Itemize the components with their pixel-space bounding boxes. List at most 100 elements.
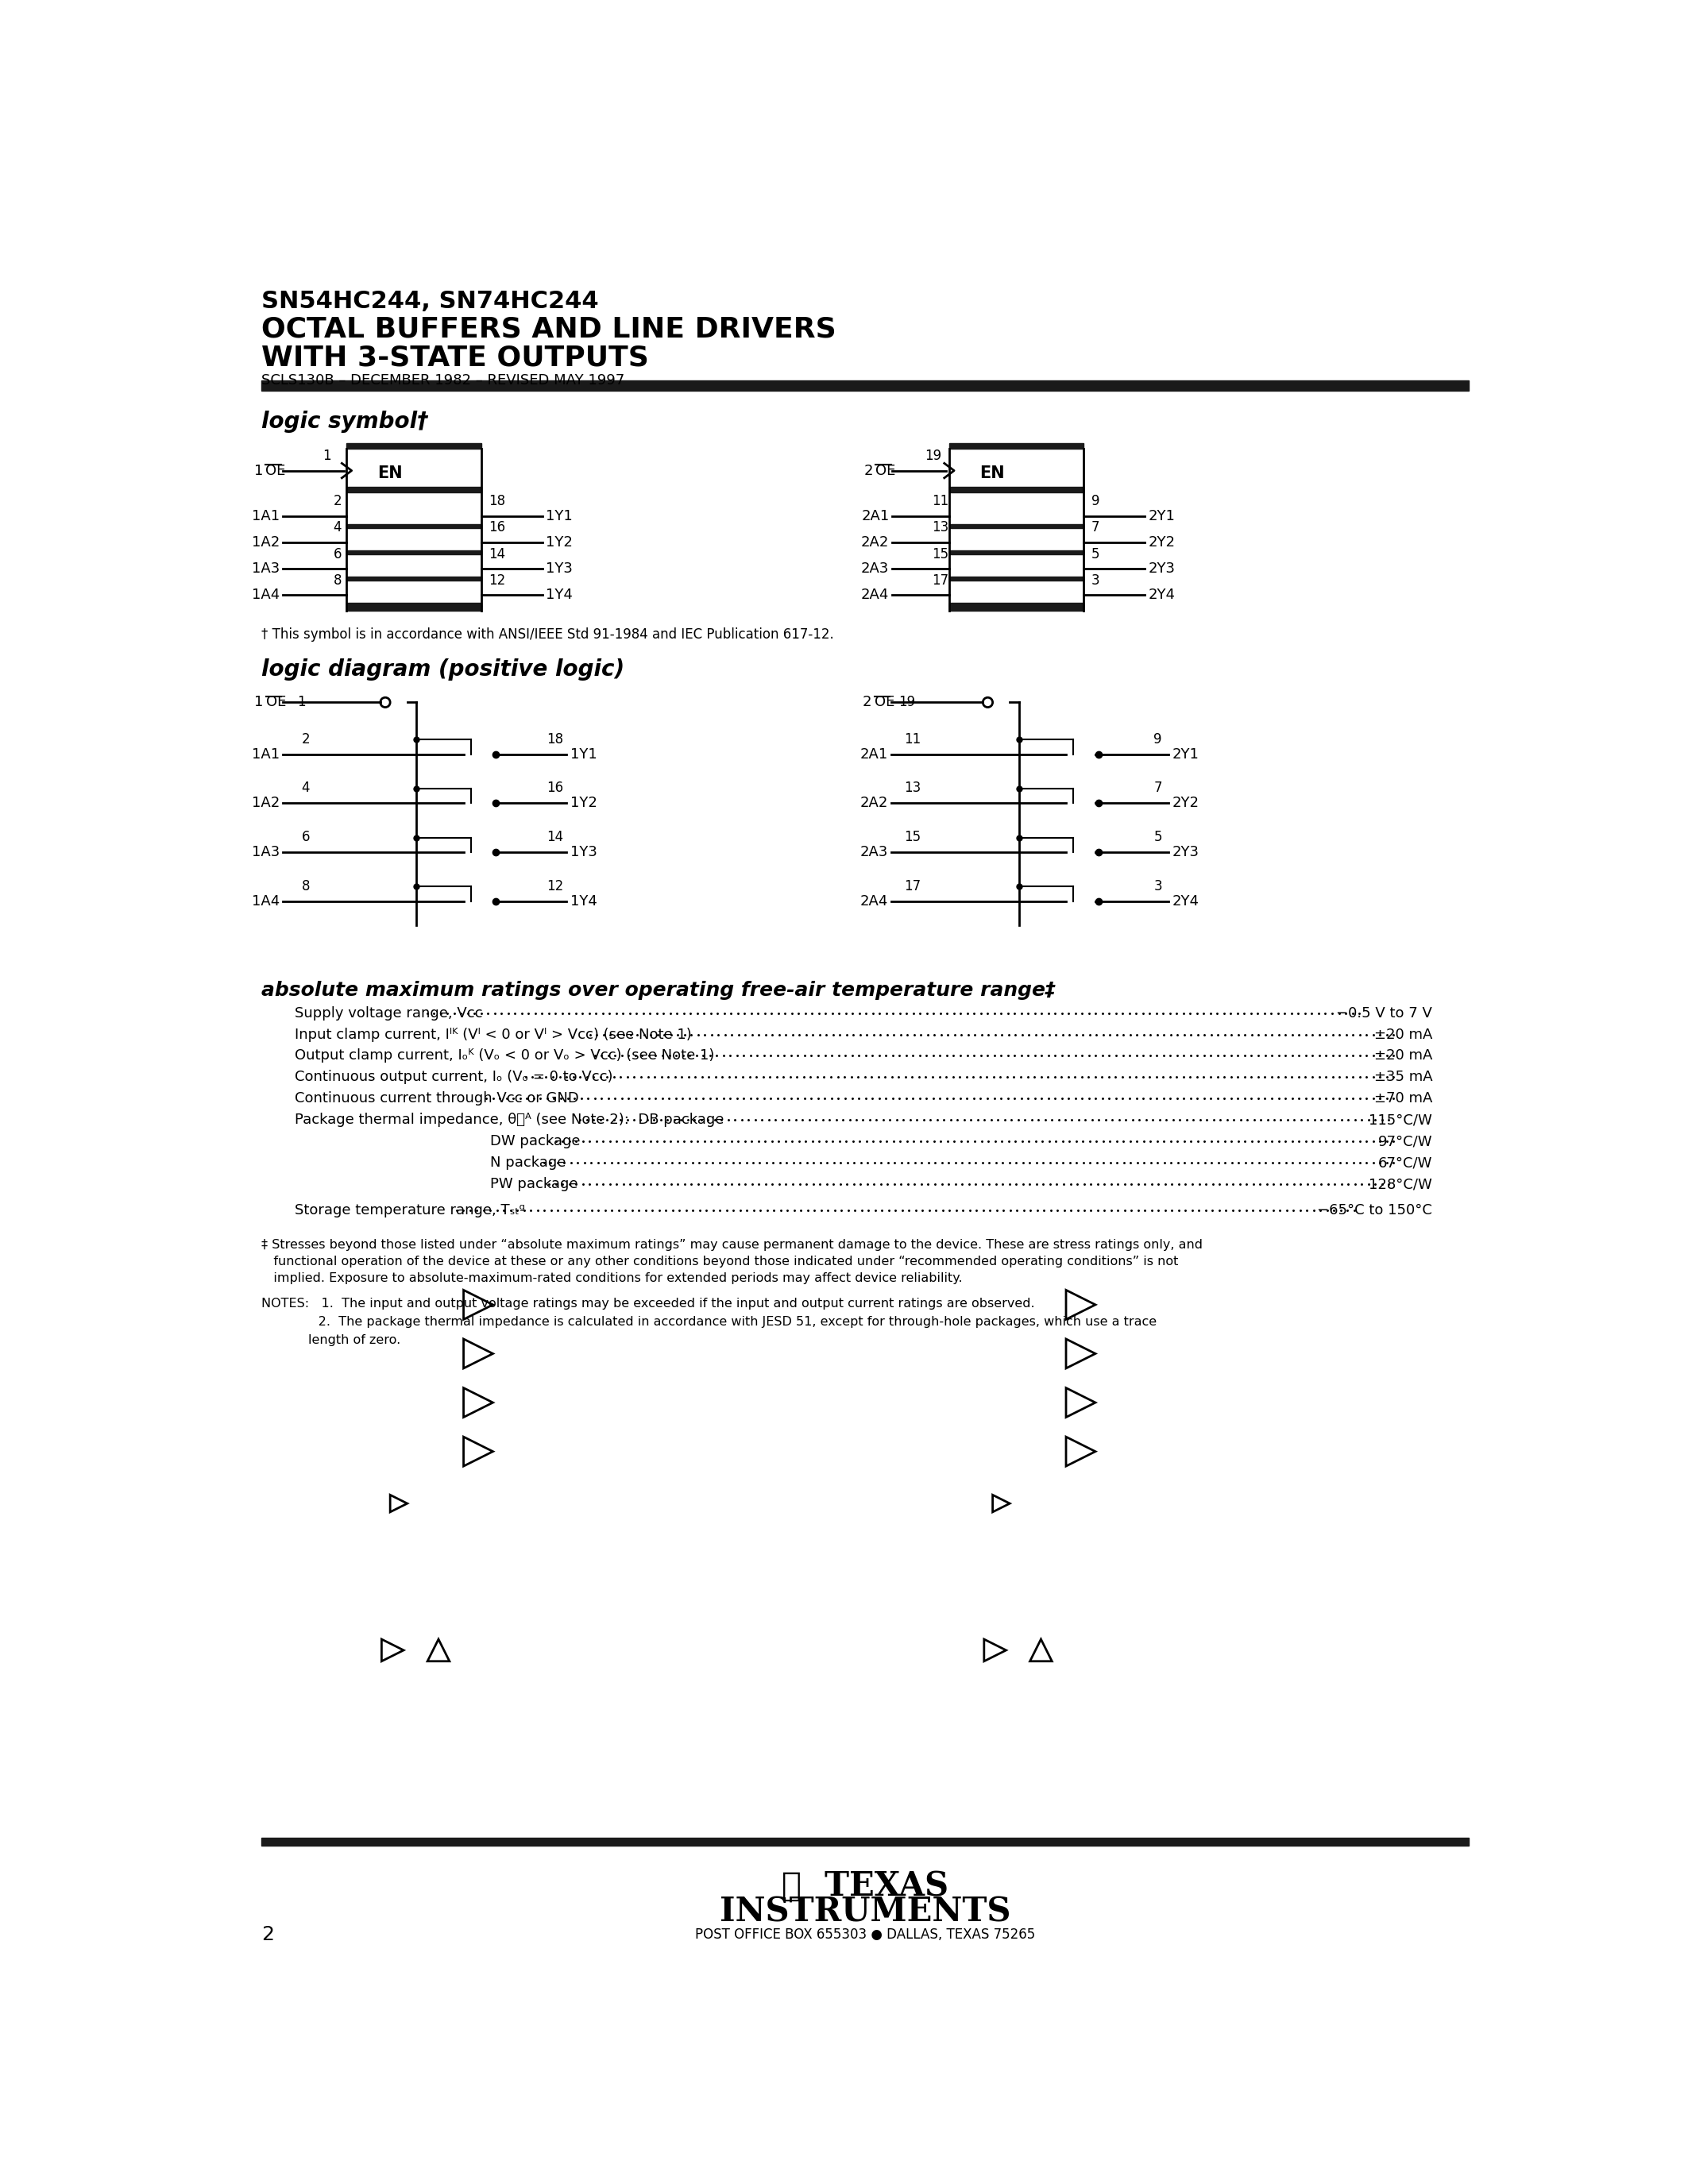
Text: PW package: PW package xyxy=(491,1177,579,1192)
Text: Continuous output current, Iₒ (Vₒ = 0 to Vᴄᴄ): Continuous output current, Iₒ (Vₒ = 0 to… xyxy=(295,1070,613,1085)
Text: 13: 13 xyxy=(932,520,949,535)
Text: 1A4: 1A4 xyxy=(252,893,280,909)
Text: 1A4: 1A4 xyxy=(252,587,280,603)
Text: 6: 6 xyxy=(334,546,341,561)
Text: EN: EN xyxy=(979,465,1004,480)
Text: 1A3: 1A3 xyxy=(252,561,280,577)
Bar xyxy=(346,487,481,494)
Text: 2Y4: 2Y4 xyxy=(1173,893,1200,909)
Text: 2Y3: 2Y3 xyxy=(1148,561,1175,577)
Text: OE: OE xyxy=(265,463,285,478)
Text: ±70 mA: ±70 mA xyxy=(1374,1092,1433,1105)
Text: ‡ Stresses beyond those listed under “absolute maximum ratings” may cause perman: ‡ Stresses beyond those listed under “ab… xyxy=(262,1238,1202,1284)
Text: 2: 2 xyxy=(333,494,341,509)
Text: 16: 16 xyxy=(547,782,564,795)
Text: 2: 2 xyxy=(864,463,873,478)
Text: 1A1: 1A1 xyxy=(252,747,280,762)
Text: 18: 18 xyxy=(488,494,505,509)
Text: 1Y4: 1Y4 xyxy=(571,893,598,909)
Text: 19: 19 xyxy=(898,695,915,710)
Text: 3: 3 xyxy=(1090,572,1099,587)
Text: 9: 9 xyxy=(1153,732,1161,747)
Text: 9: 9 xyxy=(1090,494,1099,509)
Text: 4: 4 xyxy=(334,520,341,535)
Text: ±35 mA: ±35 mA xyxy=(1374,1070,1433,1085)
Bar xyxy=(949,524,1084,529)
Text: 2Y2: 2Y2 xyxy=(1148,535,1175,550)
Text: 2A3: 2A3 xyxy=(861,561,890,577)
Text: WITH 3-STATE OUTPUTS: WITH 3-STATE OUTPUTS xyxy=(262,345,648,371)
Text: Storage temperature range, Tₛₜᵍ: Storage temperature range, Tₛₜᵍ xyxy=(295,1203,525,1216)
Text: Output clamp current, Iₒᴷ (Vₒ < 0 or Vₒ > Vᴄᴄ) (see Note 1): Output clamp current, Iₒᴷ (Vₒ < 0 or Vₒ … xyxy=(295,1048,714,1064)
Text: 1A3: 1A3 xyxy=(252,845,280,858)
Text: 1Y3: 1Y3 xyxy=(545,561,572,577)
Bar xyxy=(262,380,1469,391)
Text: ±20 mA: ±20 mA xyxy=(1374,1048,1433,1064)
Text: 5: 5 xyxy=(1153,830,1161,845)
Text: 1A1: 1A1 xyxy=(252,509,280,522)
Text: 8: 8 xyxy=(334,572,341,587)
Text: logic symbol†: logic symbol† xyxy=(262,411,429,432)
Bar xyxy=(949,443,1084,448)
Text: 4: 4 xyxy=(302,782,311,795)
Text: 19: 19 xyxy=(925,450,942,463)
Text: 11: 11 xyxy=(932,494,949,509)
Text: 1Y1: 1Y1 xyxy=(545,509,572,522)
Text: 2A1: 2A1 xyxy=(861,747,888,762)
Text: INSTRUMENTS: INSTRUMENTS xyxy=(719,1896,1011,1928)
Text: 2A3: 2A3 xyxy=(859,845,888,858)
Text: 1Y3: 1Y3 xyxy=(571,845,598,858)
Text: length of zero.: length of zero. xyxy=(309,1334,400,1345)
Text: 8: 8 xyxy=(302,878,311,893)
Text: 2Y1: 2Y1 xyxy=(1148,509,1175,522)
Text: 2A1: 2A1 xyxy=(861,509,890,522)
Text: 67°C/W: 67°C/W xyxy=(1377,1155,1433,1171)
Text: 15: 15 xyxy=(932,546,949,561)
Text: 1Y2: 1Y2 xyxy=(545,535,572,550)
Text: 7: 7 xyxy=(1090,520,1099,535)
Text: 97°C/W: 97°C/W xyxy=(1377,1133,1433,1149)
Text: N package: N package xyxy=(491,1155,565,1171)
Text: ±20 mA: ±20 mA xyxy=(1374,1026,1433,1042)
Text: 2Y1: 2Y1 xyxy=(1173,747,1200,762)
Text: 2A4: 2A4 xyxy=(861,587,890,603)
Text: 5: 5 xyxy=(1090,546,1099,561)
Text: 11: 11 xyxy=(905,732,922,747)
Bar xyxy=(262,1837,1469,1845)
Bar xyxy=(346,603,481,607)
Text: SCLS130B – DECEMBER 1982 – REVISED MAY 1997: SCLS130B – DECEMBER 1982 – REVISED MAY 1… xyxy=(262,373,625,389)
Text: 12: 12 xyxy=(547,878,564,893)
Text: DW package: DW package xyxy=(491,1133,581,1149)
Text: EN: EN xyxy=(378,465,402,480)
Text: −0.5 V to 7 V: −0.5 V to 7 V xyxy=(1337,1007,1433,1020)
Text: 1: 1 xyxy=(253,463,263,478)
Text: 16: 16 xyxy=(488,520,505,535)
Text: 2.  The package thermal impedance is calculated in accordance with JESD 51, exce: 2. The package thermal impedance is calc… xyxy=(262,1315,1156,1328)
Bar xyxy=(346,443,481,448)
Text: logic diagram (positive logic): logic diagram (positive logic) xyxy=(262,657,625,681)
Text: 12: 12 xyxy=(488,572,505,587)
Text: 7: 7 xyxy=(1153,782,1161,795)
Bar xyxy=(346,550,481,555)
Bar xyxy=(346,577,481,581)
Bar xyxy=(346,524,481,529)
Text: Package thermal impedance, θⰼᴬ (see Note 2):  DB package: Package thermal impedance, θⰼᴬ (see Note… xyxy=(295,1114,724,1127)
Bar xyxy=(949,487,1084,494)
Text: OE: OE xyxy=(874,463,895,478)
Text: 115°C/W: 115°C/W xyxy=(1369,1114,1433,1127)
Text: 1A2: 1A2 xyxy=(252,535,280,550)
Text: 17: 17 xyxy=(905,878,922,893)
Text: POST OFFICE BOX 655303 ● DALLAS, TEXAS 75265: POST OFFICE BOX 655303 ● DALLAS, TEXAS 7… xyxy=(695,1928,1035,1942)
Text: 1Y1: 1Y1 xyxy=(571,747,598,762)
Text: 2Y4: 2Y4 xyxy=(1148,587,1175,603)
Text: 2A2: 2A2 xyxy=(861,535,890,550)
Text: SN54HC244, SN74HC244: SN54HC244, SN74HC244 xyxy=(262,290,599,312)
Text: 6: 6 xyxy=(302,830,311,845)
Text: 13: 13 xyxy=(905,782,922,795)
Text: 1Y2: 1Y2 xyxy=(571,797,598,810)
Text: 2: 2 xyxy=(863,695,871,710)
Text: Continuous current through Vᴄᴄ or GND: Continuous current through Vᴄᴄ or GND xyxy=(295,1092,579,1105)
Bar xyxy=(346,605,481,612)
Bar xyxy=(949,603,1084,607)
Text: 14: 14 xyxy=(547,830,564,845)
